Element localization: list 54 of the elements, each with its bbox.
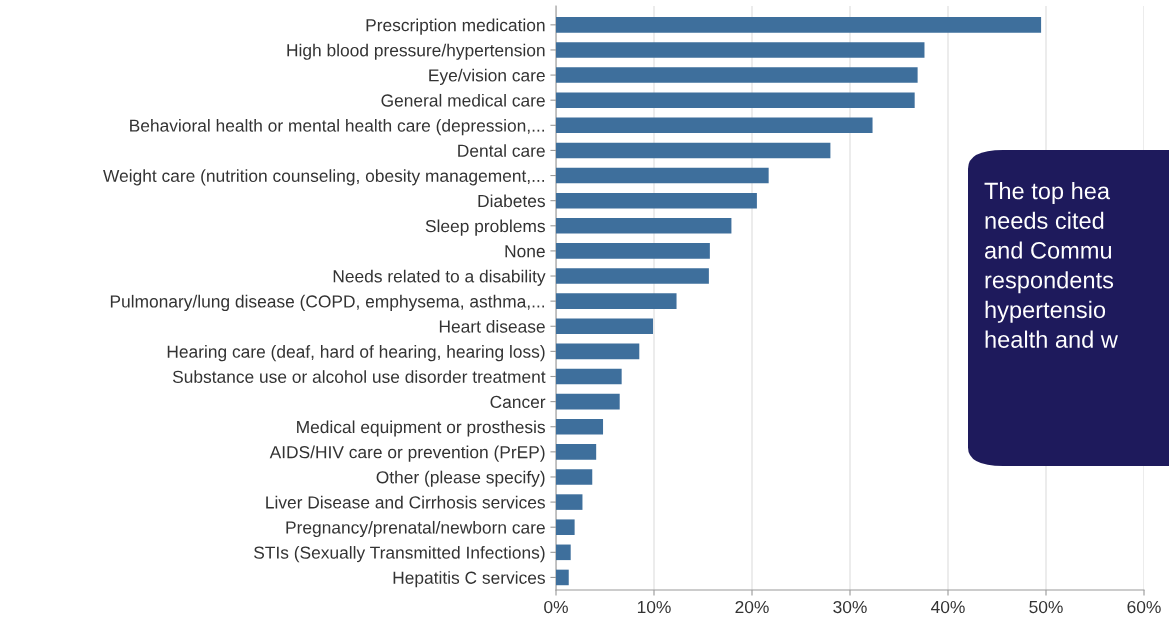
- y-tick-label: None: [505, 245, 545, 258]
- bar: [556, 444, 597, 460]
- x-tick-label: 50%: [1029, 600, 1063, 614]
- bar: [556, 368, 622, 385]
- y-tick-label: Sleep problems: [425, 219, 545, 236]
- bar: [556, 293, 677, 309]
- bar: [556, 569, 569, 586]
- x-tick-label: 20%: [735, 600, 769, 614]
- bar: [556, 67, 918, 83]
- y-tick-label: Other (please specify): [376, 470, 545, 487]
- bar: [556, 393, 620, 410]
- x-tick-label: 30%: [833, 600, 867, 614]
- x-tick-label: 60%: [1127, 600, 1161, 614]
- bar: [556, 343, 640, 360]
- y-tick-label: AIDS/HIV care or prevention (PrEP): [269, 445, 545, 462]
- bar: [556, 469, 593, 485]
- y-tick-label: Substance use or alcohol use disorder treatment: [172, 370, 546, 383]
- bar: [556, 318, 654, 335]
- y-tick-label: Pulmonary/lung disease (COPD, emphysema, asthma,...: [110, 294, 545, 312]
- bar: [556, 17, 1042, 33]
- y-tick-label: General medical care: [381, 93, 545, 107]
- x-tick-label: 40%: [931, 600, 965, 614]
- y-tick-label: Dental care: [458, 144, 545, 157]
- bar: [556, 268, 709, 284]
- y-tick-label: Pregnancy/prenatal/newborn care: [286, 520, 545, 538]
- bar: [556, 92, 915, 108]
- bar: [556, 142, 831, 159]
- bar: [556, 117, 873, 134]
- bar: [556, 42, 925, 58]
- y-tick-label: Behavioral health or mental health care (depression,...: [130, 119, 545, 136]
- y-tick-label: Diabetes: [478, 194, 545, 208]
- bar: [556, 544, 571, 561]
- y-tick-label: Needs related to a disability: [333, 269, 546, 286]
- x-tick-label: 0%: [544, 600, 568, 614]
- y-tick-label: Weight care (nutrition counseling, obesity management,...: [103, 169, 545, 186]
- y-tick-label: Cancer: [490, 395, 546, 409]
- y-tick-label: High blood pressure/hypertension: [287, 43, 545, 60]
- y-tick-label: Liver Disease and Cirrhosis services: [266, 495, 545, 509]
- y-tick-label: Prescription medication: [366, 18, 545, 35]
- annotation: The top hea needs cited and Commu respondents hypertensio health and w: [984, 182, 1118, 348]
- bar: [556, 494, 583, 510]
- bar: [556, 192, 757, 209]
- bar: [556, 218, 732, 234]
- y-tick-label: STIs (Sexually Transmitted Infections): [254, 546, 545, 563]
- y-tick-label: Hearing care (deaf, hard of hearing, hearing loss): [167, 345, 545, 362]
- x-tick-label: 10%: [637, 600, 671, 614]
- y-tick-label: Medical equipment or prosthesis: [297, 420, 545, 437]
- bar: [556, 418, 604, 435]
- bar: [556, 243, 710, 259]
- bar: [556, 519, 575, 535]
- bar: [556, 167, 769, 184]
- y-tick-label: Eye/vision care: [429, 68, 545, 85]
- y-tick-label: Hepatitis C services: [393, 571, 545, 588]
- y-tick-label: Heart disease: [439, 319, 545, 333]
